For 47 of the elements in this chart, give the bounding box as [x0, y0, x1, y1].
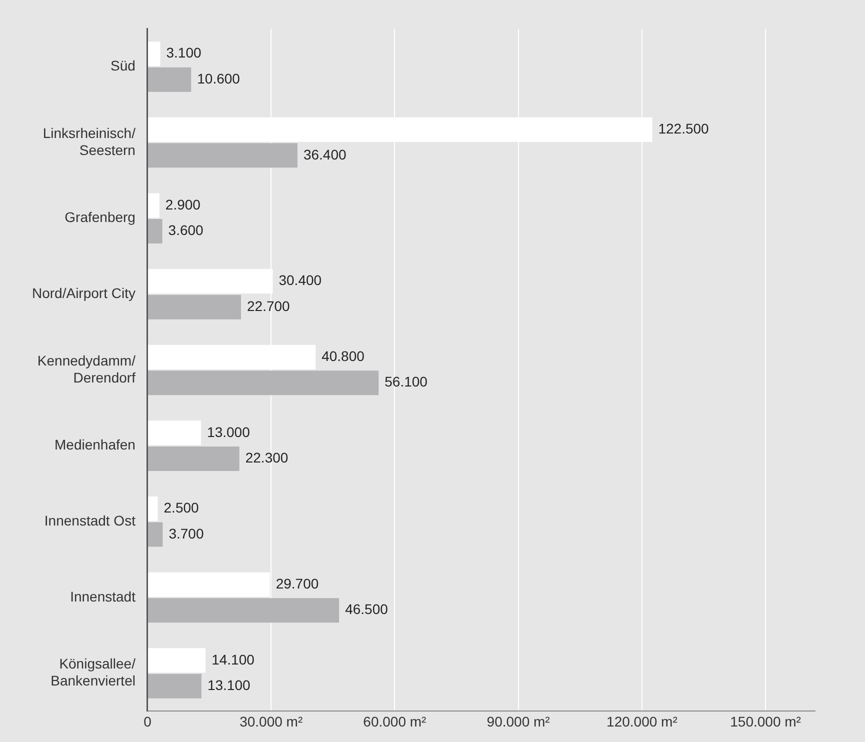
x-tick-label: 30.000 m² — [240, 713, 303, 730]
data-label: 22.700 — [247, 298, 290, 314]
data-label: 36.400 — [303, 146, 346, 162]
y-tick-label: Innenstadt — [70, 588, 136, 604]
data-label: 56.100 — [384, 374, 428, 390]
x-tick-label: 120.000 m² — [606, 713, 678, 730]
y-tick-label: Königsallee/ Bankenviertel — [50, 656, 136, 689]
x-tick-label: 90.000 m² — [486, 713, 550, 730]
bar — [148, 67, 192, 92]
x-tick-label: 60.000 m² — [363, 713, 427, 730]
data-label: 13.000 — [207, 424, 250, 440]
data-label: 14.100 — [212, 651, 255, 668]
data-label: 10.600 — [197, 70, 240, 86]
data-label: 29.700 — [276, 575, 319, 592]
y-tick-label: Medienhafen — [54, 436, 136, 453]
y-tick-label: Süd — [110, 58, 136, 74]
bar — [148, 496, 158, 521]
bar — [148, 143, 298, 168]
y-tick-label: Innenstadt Ost — [44, 512, 136, 529]
data-label: 40.800 — [322, 348, 365, 364]
bar — [148, 598, 340, 623]
y-tick-label: Linksrheinisch/ Seestern — [42, 124, 136, 158]
bar — [148, 522, 163, 547]
y-tick-label: Kennedydamm/ Derendorf — [37, 352, 136, 386]
bar — [148, 420, 202, 446]
data-label: 46.500 — [345, 601, 388, 618]
y-tick-label: Grafenberg — [64, 209, 136, 226]
data-label: 3.600 — [168, 222, 204, 238]
data-label: 122.500 — [658, 120, 710, 137]
bar — [148, 674, 202, 698]
data-label: 13.100 — [207, 677, 250, 694]
data-label: 3.700 — [168, 525, 204, 542]
y-tick-label: Nord/Airport City — [32, 285, 136, 302]
x-tick-label: 0 — [144, 713, 152, 730]
data-label: 2.500 — [164, 500, 200, 516]
data-label: 2.900 — [165, 196, 201, 212]
bar — [148, 446, 240, 471]
data-label: 30.400 — [278, 272, 322, 288]
bar — [148, 219, 162, 244]
x-tick-label: 150.000 m² — [730, 713, 802, 730]
data-label: 22.300 — [245, 450, 288, 466]
bar — [148, 42, 160, 66]
bar — [148, 294, 242, 320]
data-label: 3.100 — [166, 44, 202, 61]
bar — [148, 193, 160, 218]
bar — [148, 370, 379, 396]
bar — [148, 648, 206, 673]
